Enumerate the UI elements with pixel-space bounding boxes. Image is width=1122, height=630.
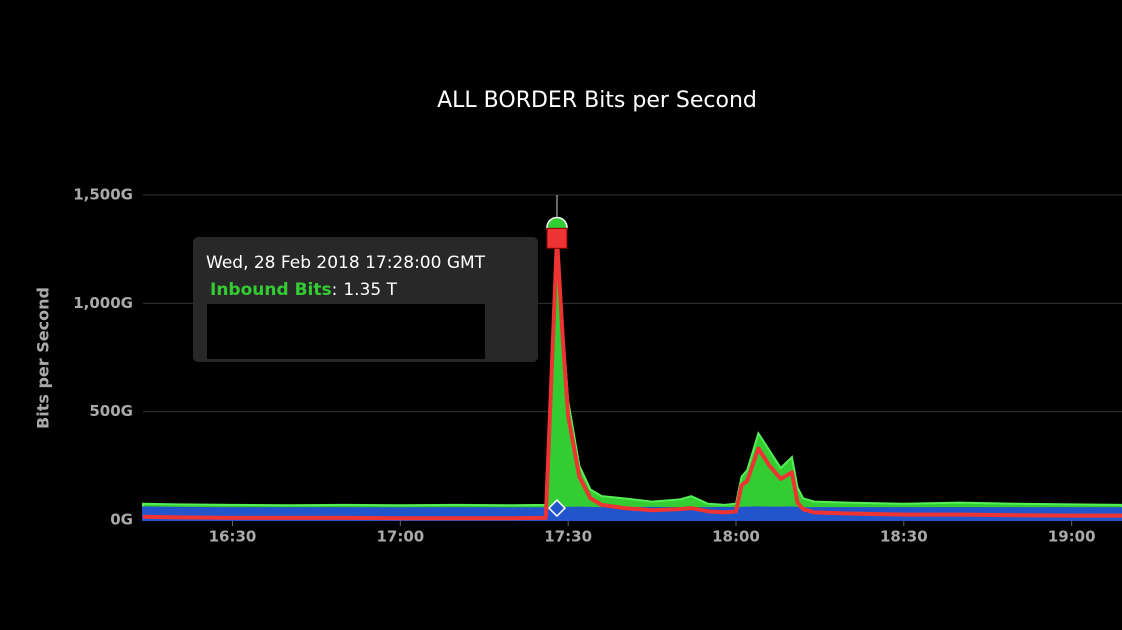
y-tick-label: 1,000G [73,294,133,312]
x-tick-label: 18:00 [712,528,760,546]
x-tick-label: 18:30 [880,528,928,546]
hover-marker [546,227,568,249]
tooltip: Wed, 28 Feb 2018 17:28:00 GMT Inbound Bit… [193,237,538,362]
x-tick-label: 17:00 [376,528,424,546]
x-tick-label: 19:00 [1048,528,1096,546]
y-tick-label: 0G [110,511,133,529]
hover-marker [547,499,567,518]
tooltip-value: Inbound Bits: 1.35 T [210,280,398,300]
tooltip-separator: : [332,280,338,300]
y-tick-label: 500G [89,402,133,420]
y-axis-title: Bits per Second [34,287,53,429]
area [142,227,1122,521]
y-tick-label: 1,500G [73,186,133,204]
redaction [207,304,485,359]
x-tick-label: 17:30 [544,528,592,546]
x-tick-label: 16:30 [209,528,257,546]
tooltip-series: Inbound Bits [210,280,332,300]
tooltip-number: 1.35 T [343,280,397,300]
line [142,236,1122,521]
tooltip-date: Wed, 28 Feb 2018 17:28:00 GMT [206,253,486,273]
chart-title: ALL BORDER Bits per Second [437,88,757,113]
